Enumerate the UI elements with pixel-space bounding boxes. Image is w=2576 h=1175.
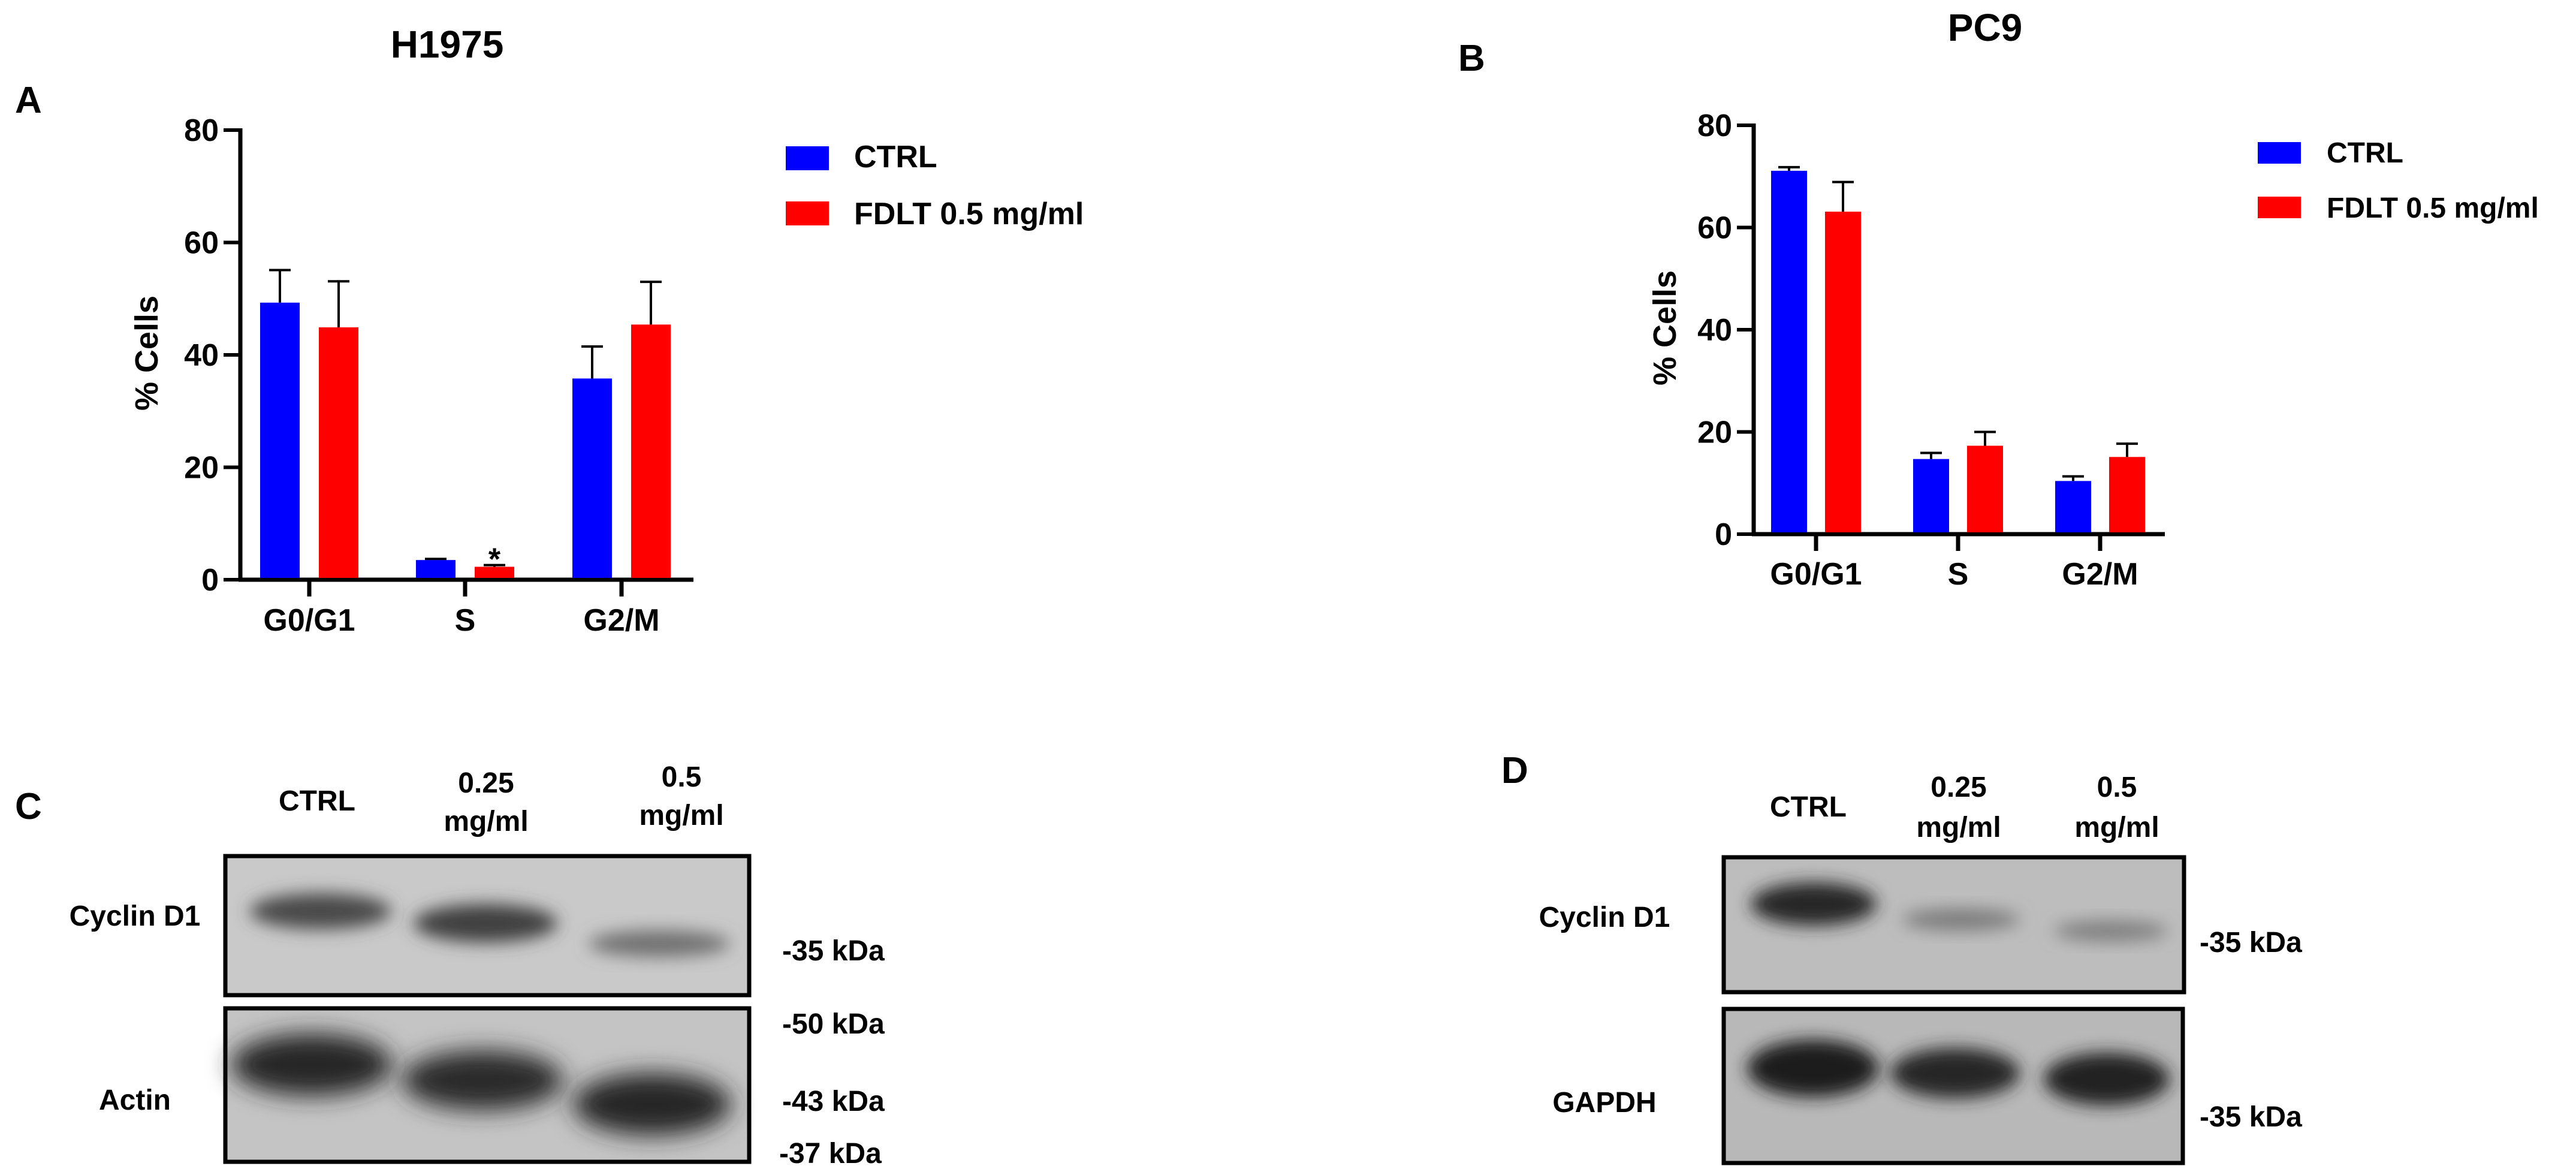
lane-label-ctrl: CTRL [1770, 791, 1847, 823]
y-tick-label: 0 [201, 563, 219, 598]
bar-chart-h1975: H1975 % Cells CTRL FDLT 0.5 mg/ml 0 20 40 6… [129, 23, 1084, 638]
legend-label-fdlt: FDLT 0.5 mg/ml [2327, 192, 2539, 224]
row-label-gapdh: GAPDH [1552, 1087, 1656, 1119]
kda-marker: -35 kDa [2200, 1101, 2302, 1133]
legend-label-ctrl: CTRL [854, 140, 937, 174]
bar-ctrl-s [1913, 459, 1949, 532]
band [250, 893, 391, 929]
blot-gapdh [1721, 1007, 2185, 1165]
blot-cyclin-d1 [223, 854, 752, 998]
y-tick-label: 20 [1697, 415, 1732, 450]
y-tick-label: 20 [184, 451, 219, 486]
legend-label-ctrl: CTRL [2327, 137, 2403, 169]
panel-label-a: A [15, 80, 42, 121]
bar-fdlt-s [475, 567, 514, 578]
band [589, 930, 730, 957]
band [2044, 1053, 2170, 1105]
legend-swatch-ctrl [786, 146, 829, 170]
y-tick-label: 60 [184, 226, 219, 261]
lane-label-05: 0.5 [662, 761, 702, 793]
kda-marker: -35 kDa [2200, 927, 2302, 959]
panel-label-c: C [15, 786, 42, 827]
bar-ctrl-g0-g1 [260, 302, 300, 578]
kda-marker: -43 kDa [782, 1086, 885, 1117]
western-blot-d: CTRL 0.25 mg/ml 0.5 mg/ml Cyclin D1 GAPD… [1539, 772, 2302, 1165]
bar-chart-pc9: PC9 % Cells CTRL FDLT 0.5 mg/ml 0 20 40 60 8… [1647, 6, 2539, 592]
bar-fdlt-g2-m [2109, 457, 2145, 532]
x-tick-label: S [1948, 557, 1969, 592]
chart-title: H1975 [391, 23, 504, 66]
panel-label-d: D [1501, 750, 1528, 791]
lane-label-05-unit: mg/ml [2074, 812, 2159, 843]
bar-ctrl-g2-m [572, 378, 612, 578]
row-label-cyclin-d1: Cyclin D1 [1539, 902, 1670, 933]
band [402, 1050, 563, 1110]
row-label-cyclin-d1: Cyclin D1 [70, 900, 201, 932]
kda-marker: -35 kDa [782, 935, 885, 967]
lane-label-05-unit: mg/ml [639, 800, 723, 831]
legend: CTRL FDLT 0.5 mg/ml [2258, 137, 2539, 224]
panel-label-b: B [1458, 38, 1485, 79]
x-tick-label: G2/M [2062, 557, 2138, 592]
y-tick-label: 80 [184, 113, 219, 148]
y-tick-label: 60 [1697, 211, 1732, 246]
band [414, 904, 557, 942]
bar-fdlt-g0-g1 [319, 327, 358, 578]
bar-fdlt-s [1967, 445, 2003, 532]
y-axis-title: % Cells [129, 296, 165, 411]
x-tick-label: G2/M [583, 603, 659, 638]
blot-actin [223, 1006, 752, 1164]
bar-fdlt-g2-m [631, 324, 671, 578]
x-tick-label: S [455, 603, 476, 638]
y-tick-label: 80 [1697, 109, 1732, 143]
kda-marker: -37 kDa [779, 1138, 882, 1170]
lane-label-025: 0.25 [1931, 772, 1986, 803]
band [1890, 1048, 2020, 1098]
bar-fdlt-g0-g1 [1825, 212, 1861, 532]
y-tick-label: 0 [1715, 517, 1732, 552]
y-axis-title: % Cells [1647, 270, 1683, 385]
band [1751, 882, 1877, 926]
band [1747, 1040, 1879, 1097]
row-label-actin: Actin [99, 1084, 171, 1116]
band [231, 1034, 393, 1096]
legend-label-fdlt: FDLT 0.5 mg/ml [854, 197, 1084, 231]
lane-label-ctrl: CTRL [279, 785, 355, 817]
chart-title: PC9 [1948, 6, 2023, 49]
y-tick-label: 40 [1697, 313, 1732, 348]
legend: CTRL FDLT 0.5 mg/ml [786, 140, 1084, 231]
lane-label-025-unit: mg/ml [444, 806, 528, 837]
x-tick-label: G0/G1 [1770, 557, 1862, 592]
legend-swatch-fdlt [786, 201, 829, 225]
legend-swatch-fdlt [2258, 197, 2301, 218]
y-tick-label: 40 [184, 338, 219, 373]
band [573, 1073, 731, 1135]
lane-label-05: 0.5 [2097, 772, 2137, 803]
band [1902, 909, 2020, 930]
western-blot-c: CTRL 0.25 mg/ml 0.5 mg/ml Cyclin D1 Acti… [70, 761, 885, 1170]
bar-ctrl-g0-g1 [1771, 170, 1807, 532]
kda-marker: -50 kDa [782, 1008, 885, 1040]
x-tick-label: G0/G1 [263, 603, 355, 638]
significance-marker: * [488, 543, 501, 577]
band [2054, 921, 2168, 941]
bar-ctrl-g2-m [2055, 481, 2091, 532]
lane-label-025-unit: mg/ml [1916, 812, 2001, 843]
legend-swatch-ctrl [2258, 142, 2301, 164]
blot-cyclin-d1 [1721, 855, 2186, 995]
bar-ctrl-s [416, 560, 456, 578]
lane-label-025: 0.25 [458, 767, 514, 799]
